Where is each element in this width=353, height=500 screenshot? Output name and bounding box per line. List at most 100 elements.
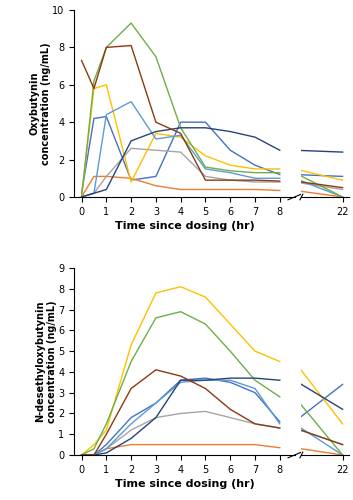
Subject 3 [92,190,96,196]
Subject 4 [129,179,133,185]
Subject 8 [92,452,96,458]
Subject 3 [92,452,96,458]
Subject 3 [253,421,257,427]
Subject 1 [203,375,208,381]
Subject 1 [228,147,232,153]
Subject 5 [79,452,84,458]
Subject 8 [104,44,108,51]
Subject 3 [253,179,257,185]
Line: Subject 8: Subject 8 [82,370,280,455]
Subject 7 [129,436,133,442]
Subject 1 [278,172,282,177]
Subject 1 [92,116,96,121]
Subject 8 [154,367,158,373]
Subject 6 [253,170,257,175]
Subject 3 [154,414,158,420]
Subject 3 [104,446,108,452]
Subject 8 [179,373,183,379]
Subject 2 [79,194,84,200]
Subject 1 [278,419,282,425]
Line: Subject 2: Subject 2 [82,176,280,197]
Subject 5 [92,452,96,458]
Subject 3 [104,174,108,180]
Subject 5 [179,132,183,138]
Y-axis label: Oxybutynin
concentration (ng/mL): Oxybutynin concentration (ng/mL) [29,42,51,165]
Subject 1 [179,377,183,383]
Subject 2 [129,442,133,448]
Subject 3 [129,146,133,152]
Subject 5 [253,176,257,182]
Subject 2 [92,452,96,458]
Subject 4 [154,130,158,136]
Subject 7 [228,375,232,381]
Subject 4 [79,194,84,200]
Subject 3 [179,149,183,155]
Subject 7 [278,377,282,383]
Subject 3 [179,410,183,416]
Subject 6 [203,164,208,170]
Subject 2 [154,442,158,448]
Subject 4 [92,86,96,91]
Subject 2 [104,446,108,452]
Subject 8 [278,178,282,184]
Subject 1 [129,177,133,183]
Subject 2 [179,186,183,192]
Line: Subject 7: Subject 7 [82,378,280,455]
Subject 4 [104,82,108,88]
Subject 4 [92,442,96,448]
Subject 5 [203,166,208,172]
Subject 6 [92,446,96,452]
Subject 8 [79,452,84,458]
Subject 3 [228,414,232,420]
Line: Subject 6: Subject 6 [82,23,280,197]
Subject 7 [228,128,232,134]
Subject 1 [79,452,84,458]
Subject 5 [92,190,96,196]
Subject 7 [92,452,96,458]
Subject 5 [253,386,257,392]
Subject 6 [253,377,257,383]
Line: Subject 4: Subject 4 [82,286,280,455]
Line: Subject 1: Subject 1 [82,116,280,193]
Subject 2 [253,186,257,192]
Line: Subject 8: Subject 8 [82,46,280,181]
Subject 2 [228,186,232,192]
Line: Subject 6: Subject 6 [82,312,280,455]
Subject 5 [179,380,183,386]
Subject 8 [104,431,108,437]
Subject 1 [253,390,257,396]
Subject 3 [278,425,282,431]
Subject 6 [278,170,282,175]
Subject 2 [203,186,208,192]
Subject 6 [129,20,133,26]
Subject 1 [154,174,158,180]
Subject 1 [92,452,96,458]
Subject 6 [154,54,158,60]
Subject 2 [79,452,84,458]
Subject 6 [228,348,232,354]
Subject 4 [203,153,208,159]
Subject 5 [228,170,232,175]
Subject 2 [278,188,282,194]
Subject 3 [154,147,158,153]
X-axis label: Time since dosing (hr): Time since dosing (hr) [114,221,254,231]
Subject 1 [228,380,232,386]
Subject 1 [79,190,84,196]
Subject 2 [104,174,108,180]
Subject 2 [278,444,282,450]
Subject 4 [154,290,158,296]
Line: Subject 5: Subject 5 [82,380,280,455]
Subject 2 [179,442,183,448]
Line: Subject 4: Subject 4 [82,85,280,197]
Subject 3 [129,427,133,433]
Subject 7 [253,375,257,381]
Subject 3 [228,177,232,183]
Subject 3 [203,408,208,414]
Subject 5 [154,136,158,142]
Subject 4 [79,452,84,458]
Subject 7 [104,450,108,456]
Subject 4 [253,166,257,172]
Subject 2 [203,442,208,448]
Subject 3 [79,452,84,458]
Subject 8 [228,406,232,412]
